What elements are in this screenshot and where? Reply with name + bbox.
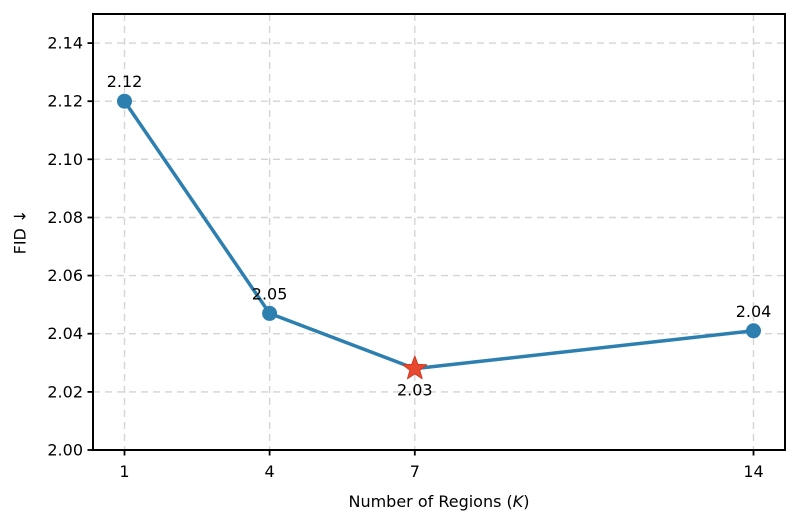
- x-tick-label: 14: [743, 462, 763, 481]
- data-point-marker: [746, 323, 761, 339]
- x-axis-label-italic: K: [512, 492, 524, 511]
- y-tick-label: 2.02: [47, 382, 83, 401]
- x-axis-label-suffix: ): [523, 492, 530, 511]
- point-value-label: 2.12: [107, 72, 143, 91]
- y-tick-label: 2.04: [47, 324, 83, 343]
- point-value-label: 2.05: [252, 284, 288, 303]
- y-axis-label: FID ↓: [10, 209, 30, 255]
- y-tick-label: 2.08: [47, 208, 83, 227]
- data-point-marker: [117, 93, 132, 109]
- x-tick-label: 7: [410, 462, 420, 481]
- highlight-star-marker: [402, 355, 428, 380]
- plot-frame: [92, 13, 786, 451]
- x-axis-label: Number of Regions (K): [93, 492, 785, 511]
- y-tick-label: 2.06: [47, 266, 83, 285]
- x-axis-label-text: Number of Regions (: [348, 492, 513, 511]
- y-tick-label: 2.10: [47, 150, 83, 169]
- y-tick-label: 2.14: [47, 34, 83, 53]
- x-tick-label: 4: [265, 462, 275, 481]
- point-value-label: 2.03: [397, 381, 433, 400]
- data-line: [122, 99, 756, 371]
- y-tick-label: 2.00: [47, 441, 83, 460]
- point-value-label: 2.04: [736, 302, 772, 321]
- x-tick-label: 1: [119, 462, 129, 481]
- y-tick-label: 2.12: [47, 92, 83, 111]
- data-point-marker: [262, 305, 278, 321]
